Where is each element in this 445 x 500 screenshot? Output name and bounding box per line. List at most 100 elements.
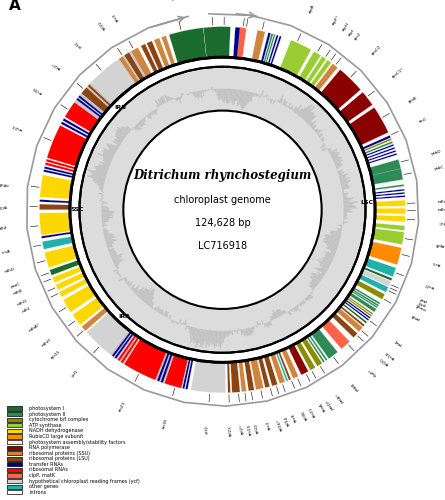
Text: rpl32: rpl32 (0, 204, 7, 208)
Polygon shape (325, 236, 340, 241)
Text: LSC: LSC (360, 200, 374, 204)
Polygon shape (100, 162, 110, 166)
Wedge shape (46, 159, 76, 170)
Polygon shape (124, 278, 127, 281)
Wedge shape (49, 260, 80, 276)
Text: ycf2: ycf2 (74, 39, 83, 48)
Polygon shape (129, 284, 132, 287)
Polygon shape (210, 330, 212, 344)
Polygon shape (338, 171, 342, 173)
Polygon shape (331, 252, 336, 254)
Polygon shape (140, 289, 149, 299)
Wedge shape (368, 153, 397, 164)
Polygon shape (102, 224, 105, 225)
Polygon shape (93, 178, 105, 182)
Polygon shape (336, 166, 340, 168)
Polygon shape (271, 316, 274, 320)
Polygon shape (341, 227, 342, 228)
Polygon shape (201, 90, 202, 93)
Polygon shape (142, 118, 146, 122)
Polygon shape (246, 92, 250, 104)
Text: ndhH: ndhH (40, 338, 52, 347)
Text: rpoC2: rpoC2 (371, 44, 382, 56)
Polygon shape (179, 319, 182, 324)
Polygon shape (108, 248, 109, 250)
Polygon shape (225, 331, 227, 337)
Polygon shape (196, 92, 199, 99)
Text: atpB: atpB (435, 242, 445, 247)
Polygon shape (100, 189, 103, 191)
Polygon shape (120, 128, 129, 134)
Polygon shape (321, 272, 325, 276)
Polygon shape (195, 92, 197, 97)
Polygon shape (344, 208, 352, 210)
Polygon shape (146, 115, 150, 119)
Polygon shape (149, 112, 152, 116)
Wedge shape (367, 150, 396, 162)
Polygon shape (276, 100, 278, 102)
Polygon shape (144, 291, 154, 303)
Text: petB*: petB* (335, 392, 344, 404)
Polygon shape (344, 212, 347, 214)
Polygon shape (249, 92, 253, 102)
Polygon shape (126, 127, 131, 132)
Bar (7, 446, 22, 450)
Wedge shape (169, 28, 206, 64)
Text: ycf4: ycf4 (417, 299, 427, 306)
Polygon shape (307, 115, 316, 124)
Polygon shape (101, 202, 108, 203)
Polygon shape (191, 92, 193, 94)
Polygon shape (154, 307, 156, 310)
Text: transfer RNAs: transfer RNAs (29, 462, 64, 467)
Wedge shape (345, 300, 371, 318)
Polygon shape (231, 330, 233, 335)
Polygon shape (101, 213, 112, 215)
Polygon shape (171, 98, 173, 100)
Polygon shape (214, 89, 215, 90)
Polygon shape (165, 312, 169, 317)
Polygon shape (182, 322, 183, 324)
Polygon shape (169, 315, 171, 319)
Polygon shape (150, 112, 153, 115)
Polygon shape (225, 88, 227, 101)
Polygon shape (206, 90, 207, 91)
Polygon shape (343, 196, 348, 198)
Text: atpF*: atpF* (332, 14, 341, 26)
Polygon shape (164, 312, 167, 316)
Polygon shape (127, 282, 129, 285)
Wedge shape (250, 358, 264, 390)
Polygon shape (113, 258, 122, 264)
Text: rpl20: rpl20 (379, 356, 389, 366)
Polygon shape (326, 240, 339, 245)
Polygon shape (278, 100, 279, 102)
Wedge shape (352, 289, 379, 306)
Polygon shape (253, 93, 255, 96)
Polygon shape (266, 322, 269, 328)
Polygon shape (283, 102, 286, 105)
Polygon shape (343, 196, 347, 197)
Polygon shape (230, 330, 231, 334)
Polygon shape (299, 302, 303, 305)
Polygon shape (132, 128, 133, 130)
Polygon shape (129, 286, 130, 288)
Wedge shape (44, 166, 74, 175)
Polygon shape (315, 129, 319, 132)
Polygon shape (101, 190, 103, 192)
Polygon shape (161, 96, 165, 103)
Text: ycf1: ycf1 (71, 368, 80, 378)
Polygon shape (324, 242, 338, 247)
Wedge shape (164, 354, 188, 388)
Polygon shape (344, 202, 357, 203)
Polygon shape (336, 228, 342, 230)
Polygon shape (339, 176, 346, 178)
Polygon shape (310, 120, 317, 127)
Polygon shape (238, 90, 242, 105)
Polygon shape (109, 250, 115, 253)
Polygon shape (94, 167, 108, 172)
Polygon shape (133, 285, 140, 292)
Wedge shape (348, 296, 373, 315)
Polygon shape (344, 211, 353, 212)
Polygon shape (283, 310, 286, 314)
Polygon shape (254, 326, 255, 327)
Polygon shape (109, 249, 114, 252)
